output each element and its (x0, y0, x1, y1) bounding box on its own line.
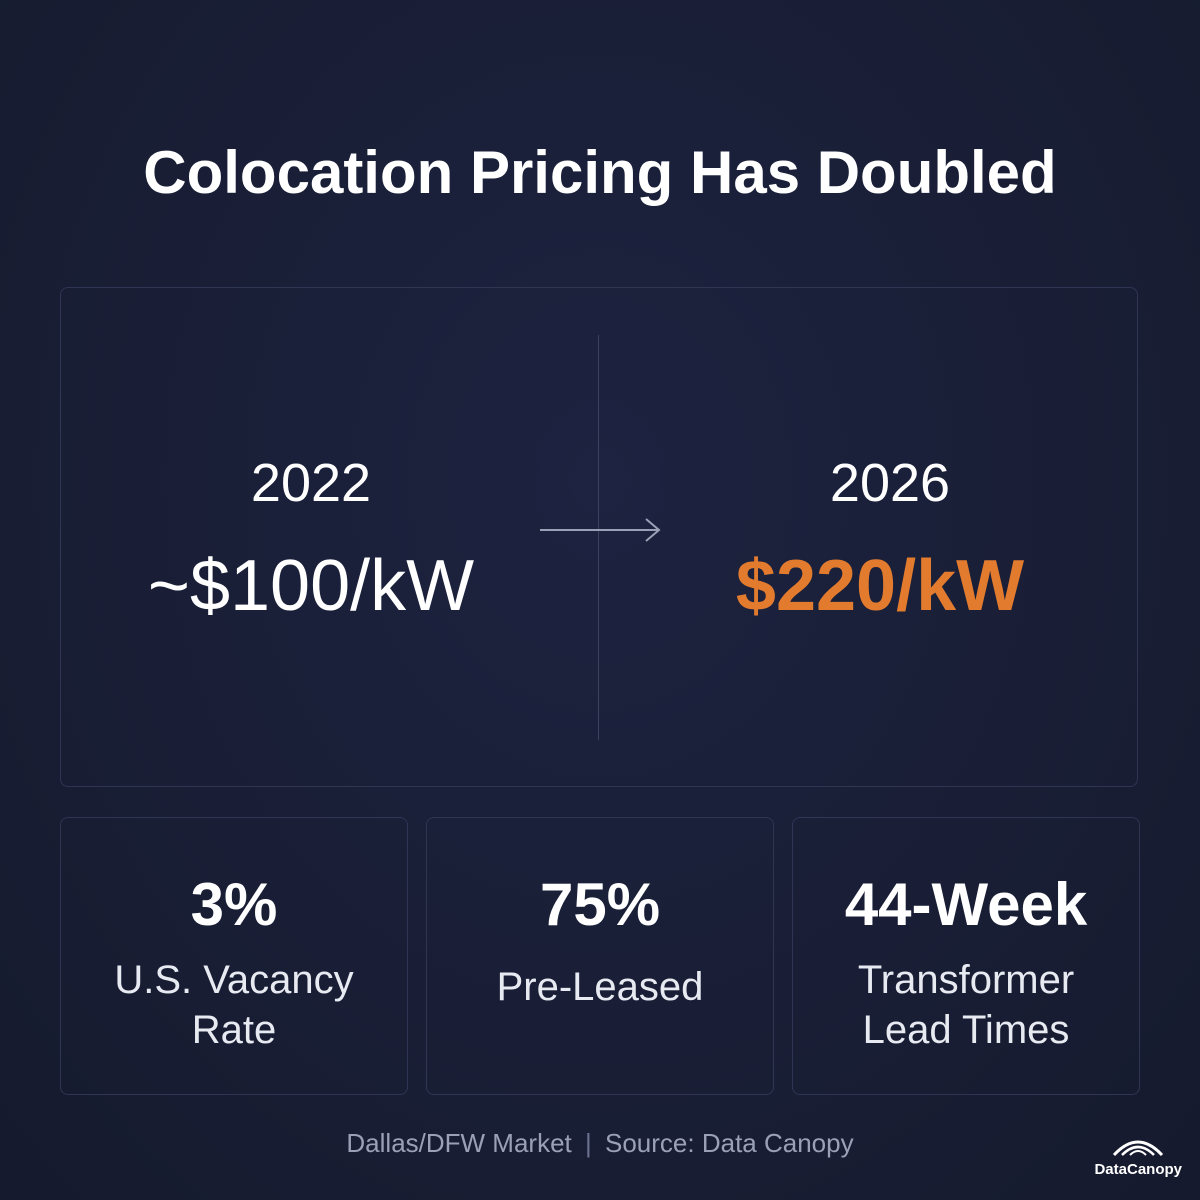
from-year: 2022 (250, 453, 372, 513)
divider (598, 335, 599, 740)
stat-value: 3% (190, 871, 278, 938)
stat-label: U.S. Vacancy Rate (114, 958, 354, 1052)
stat-card (60, 817, 408, 1095)
logo: DataCanopy (1094, 1135, 1182, 1178)
stat-card (426, 817, 774, 1095)
stat-label: Transformer Lead Times (857, 958, 1075, 1052)
to-year: 2026 (829, 453, 951, 513)
stat-label: Pre-Leased (496, 965, 704, 1009)
stat-value: 44-Week (844, 871, 1088, 938)
logo-icon (1113, 1140, 1164, 1157)
arrow (540, 518, 661, 542)
stat-card (792, 817, 1140, 1095)
comparison-panel (60, 287, 1138, 787)
stat-value: 75% (539, 871, 661, 938)
footer: Dallas/DFW Market | Source: Data Canopy (0, 1128, 1200, 1159)
to-price: $220/kW (735, 546, 1025, 626)
footer-market: Dallas/DFW Market (346, 1128, 572, 1158)
title: Colocation Pricing Has Doubled (143, 139, 1057, 206)
logo-text: DataCanopy (1094, 1161, 1182, 1178)
from-price: ~$100/kW (147, 546, 475, 626)
footer-separator: | (585, 1128, 592, 1158)
footer-source: Source: Data Canopy (605, 1128, 854, 1158)
